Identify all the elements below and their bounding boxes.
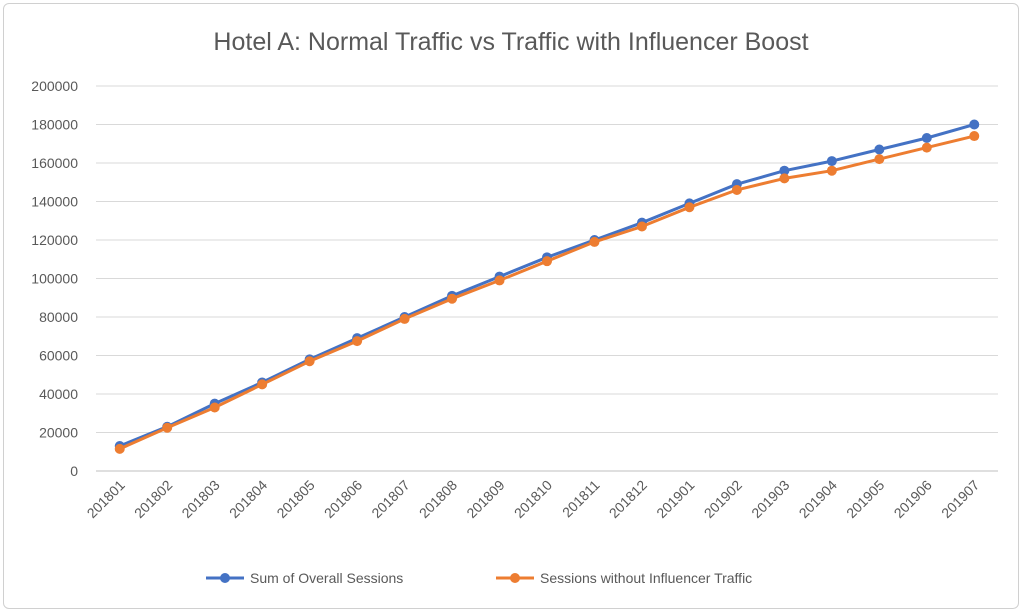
y-tick-label: 120000 [31,232,78,248]
data-point [542,256,552,267]
series-group [114,119,980,454]
series-line [118,123,976,448]
y-axis-tick-labels: 0 20000 40000 60000 80000 100000 120000 140000 1… [31,78,78,479]
data-point [399,313,410,324]
y-tick-label: 80000 [39,309,78,325]
data-point [731,184,742,195]
x-tick-label: 201907 [938,477,982,521]
data-point [684,202,695,213]
data-point [921,132,932,143]
data-point [209,402,220,413]
data-point [494,275,505,286]
y-tick-label: 60000 [39,348,78,364]
legend-item: Sessions without Influencer Traffic [496,570,752,586]
series-2 [114,131,980,454]
x-tick-label: 201901 [653,477,697,521]
y-tick-label: 100000 [31,271,78,287]
x-tick-label: 201804 [226,477,270,521]
data-point [257,379,268,390]
x-tick-label: 201807 [368,477,412,521]
x-tick-label: 201803 [178,477,222,521]
data-point [114,443,125,454]
data-point [826,156,837,167]
data-point [874,144,885,155]
x-tick-label: 201808 [416,477,460,521]
data-point [636,221,647,232]
series-line [118,134,976,451]
x-tick-label: 201906 [891,477,935,521]
data-point [826,165,837,176]
chart-frame [3,3,1019,609]
y-tick-label: 40000 [39,386,78,402]
chart-title: Hotel A: Normal Traffic vs Traffic with … [213,28,808,56]
legend-item: Sum of Overall Sessions [206,570,403,586]
x-tick-label: 201811 [559,477,603,521]
y-tick-label: 160000 [31,155,78,171]
legend: Sum of Overall Sessions Sessions without … [206,570,752,586]
y-tick-label: 200000 [31,78,78,94]
x-tick-label: 201809 [463,477,507,521]
data-point [779,165,790,176]
x-tick-label: 201810 [511,477,555,521]
y-tick-label: 180000 [31,117,78,133]
x-axis-tick-labels: 201801 201802 201803 201804 201805 201806 2018… [84,477,983,521]
legend-label: Sum of Overall Sessions [250,570,403,586]
x-tick-label: 201806 [321,477,365,521]
data-point [304,356,315,367]
y-tick-label: 140000 [31,194,78,210]
x-tick-label: 201904 [796,477,840,521]
legend-marker [220,573,230,583]
data-point [779,173,790,184]
x-tick-label: 201812 [606,477,650,521]
data-point [969,119,980,130]
data-point [589,236,600,247]
y-tick-label: 0 [70,463,78,479]
data-point [874,154,885,165]
data-point [162,422,173,433]
legend-label: Sessions without Influencer Traffic [540,570,752,586]
legend-marker [510,573,520,583]
data-point [352,336,363,347]
x-tick-label: 201902 [701,477,745,521]
x-tick-label: 201905 [843,477,887,521]
gridlines [96,85,998,472]
x-tick-label: 201801 [84,477,128,521]
series-1 [114,119,980,451]
x-tick-label: 201903 [748,477,792,521]
x-tick-label: 201802 [131,477,175,521]
data-point [921,142,932,153]
y-tick-label: 20000 [39,425,78,441]
data-point [447,293,458,304]
data-point [969,131,980,142]
x-tick-label: 201805 [273,477,317,521]
